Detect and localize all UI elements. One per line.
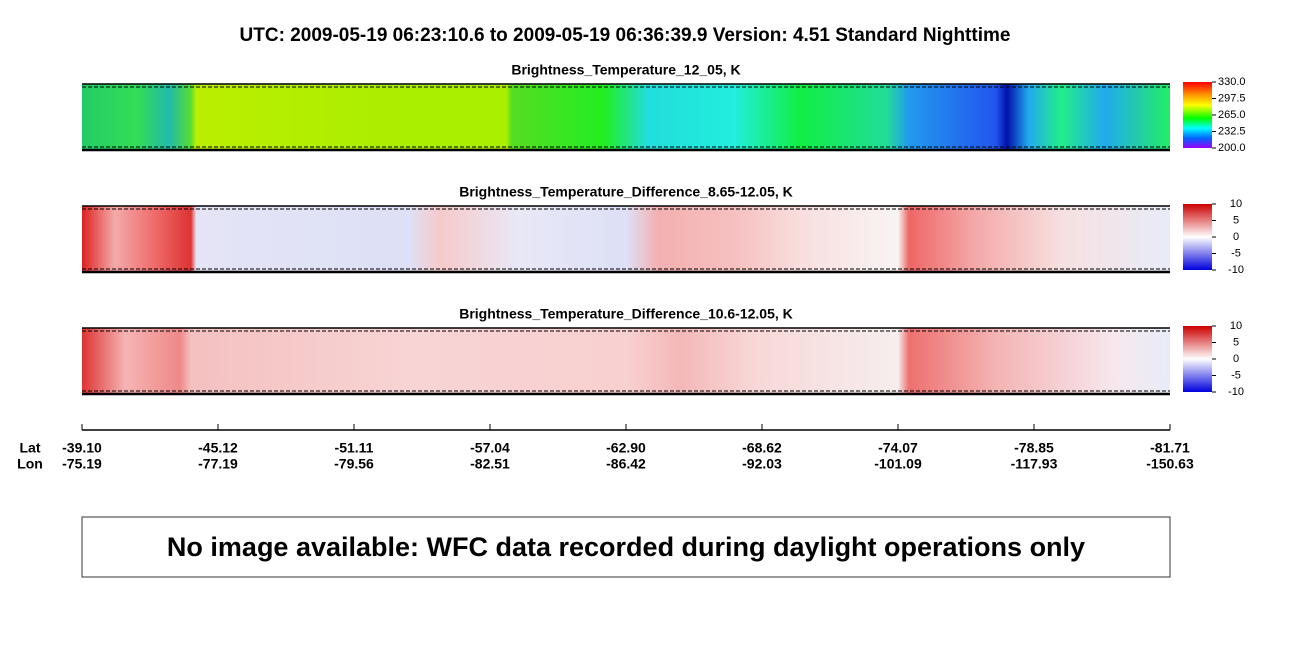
colorbar-tick-label: 10 <box>1230 198 1242 210</box>
lat-tick-label: -74.07 <box>878 440 918 456</box>
colorbar <box>1183 82 1212 148</box>
lon-tick-label: -117.93 <box>1011 456 1058 472</box>
lat-tick-label: -45.12 <box>198 440 238 456</box>
colorbar-tick-label: -10 <box>1228 386 1244 398</box>
lat-tick-label: -51.11 <box>335 440 374 456</box>
colorbar-tick-label: 0 <box>1233 353 1239 365</box>
lon-tick-label: -79.56 <box>334 456 374 472</box>
lon-tick-label: -150.63 <box>1146 456 1194 472</box>
image-strip <box>82 84 1170 150</box>
colorbar-tick-label: -10 <box>1228 264 1244 276</box>
lon-tick-label: -75.19 <box>62 456 102 472</box>
image-strip <box>82 206 1170 272</box>
lat-tick-label: -39.10 <box>62 440 102 456</box>
colorbar-tick-label: -5 <box>1231 247 1241 259</box>
colorbar-tick-label: 5 <box>1233 336 1239 348</box>
lat-label: Lat <box>20 440 41 456</box>
title: UTC: 2009-05-19 06:23:10.6 to 2009-05-19… <box>240 25 1011 46</box>
lon-label: Lon <box>17 456 43 472</box>
lat-tick-label: -81.71 <box>1150 440 1190 456</box>
lat-tick-label: -68.62 <box>742 440 782 456</box>
colorbar-tick-label: 232.5 <box>1218 125 1246 137</box>
lat-tick-label: -57.04 <box>470 440 510 456</box>
colorbar-tick-label: 10 <box>1230 320 1242 332</box>
lon-tick-label: -92.03 <box>742 456 782 472</box>
lon-tick-label: -77.19 <box>198 456 238 472</box>
lon-tick-label: -101.09 <box>874 456 922 472</box>
colorbar-tick-label: 297.5 <box>1218 92 1246 104</box>
panel-title: Brightness_Temperature_Difference_8.65-1… <box>459 184 793 200</box>
colorbar <box>1183 204 1212 270</box>
panels: Brightness_Temperature_12_05, K 330.0 297.… <box>82 62 1246 398</box>
message: No image available: WFC data recorded du… <box>167 532 1085 562</box>
colorbar-tick-label: 265.0 <box>1218 109 1246 121</box>
image-strip <box>82 328 1170 394</box>
lat-tick-label: -62.90 <box>606 440 646 456</box>
colorbar-tick-label: 330.0 <box>1218 76 1246 88</box>
panel-title: Brightness_Temperature_12_05, K <box>511 62 740 78</box>
colorbar-tick-label: 200.0 <box>1218 142 1246 154</box>
lon-tick-label: -86.42 <box>606 456 646 472</box>
colorbar <box>1183 326 1212 392</box>
lat-tick-label: -78.85 <box>1014 440 1054 456</box>
colorbar-tick-label: 0 <box>1233 231 1239 243</box>
colorbar-tick-label: 5 <box>1233 214 1239 226</box>
panel-title: Brightness_Temperature_Difference_10.6-1… <box>459 306 793 322</box>
colorbar-tick-label: -5 <box>1231 369 1241 381</box>
message-box <box>81 516 1171 578</box>
axis-ticks: -39.10-75.19 -45.12-77.19 -51.11-79.56 -57.… <box>62 424 1194 472</box>
lon-tick-label: -82.51 <box>470 456 510 472</box>
